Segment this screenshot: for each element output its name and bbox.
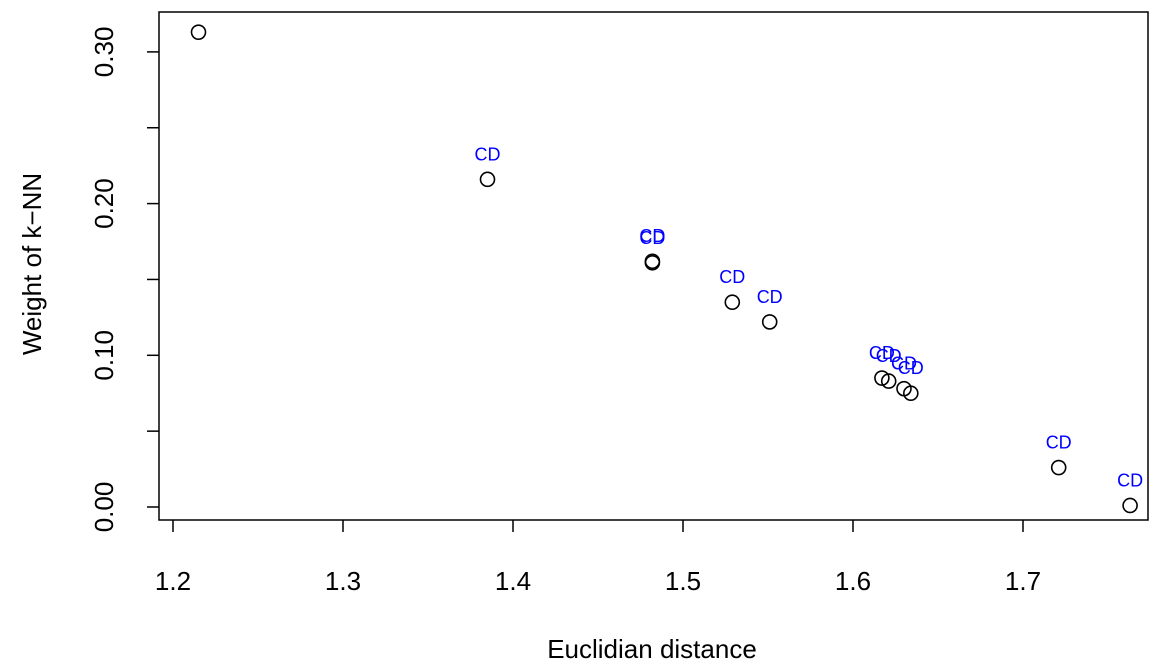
point-label: CD [891, 354, 917, 374]
y-tick-label: 0.00 [89, 482, 119, 533]
x-tick-label: 1.3 [325, 566, 361, 596]
data-points [190, 24, 1138, 514]
data-point [644, 254, 661, 271]
data-point [724, 294, 741, 311]
data-point [902, 385, 919, 402]
x-tick-label: 1.4 [495, 566, 531, 596]
data-point [874, 370, 890, 386]
point-label: CD [475, 144, 501, 164]
x-tick-label: 1.7 [1005, 566, 1041, 596]
y-tick-label: 0.20 [89, 178, 119, 229]
plot-axes: 1.2 1.3 1.4 1.5 1.6 1.7 0.00 0.10 0.20 0.30 [89, 11, 1149, 596]
x-tick-label: 1.5 [665, 566, 701, 596]
point-label: CD [1046, 433, 1072, 453]
x-tick-label: 1.2 [155, 566, 191, 596]
y-axis-title: Weight of k−NN [17, 173, 47, 355]
data-point [761, 314, 778, 330]
data-point [190, 24, 207, 40]
plot-frame [158, 11, 1149, 521]
point-label: CD [898, 358, 924, 378]
point-label: CD [719, 267, 745, 287]
point-label: CD [1117, 470, 1143, 490]
data-point [1122, 497, 1138, 514]
y-tick-label: 0.30 [89, 27, 119, 78]
data-point [1050, 459, 1067, 476]
point-label: CD [639, 226, 665, 246]
point-label: CD [639, 228, 665, 248]
data-point [880, 373, 897, 389]
point-label: CD [876, 346, 902, 366]
point-label: CD [869, 343, 895, 363]
data-point [479, 171, 496, 188]
point-label: CD [757, 287, 783, 307]
y-tick-label: 0.10 [89, 330, 119, 381]
x-tick-label: 1.6 [835, 566, 871, 596]
x-axis-title: Euclidian distance [547, 634, 757, 664]
